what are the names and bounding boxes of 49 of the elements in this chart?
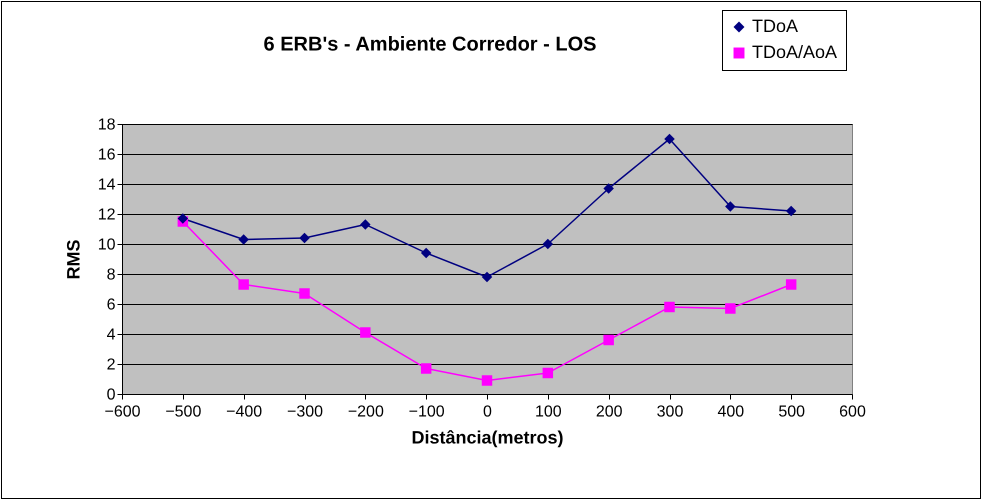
x-tick-label: −300 bbox=[286, 404, 324, 420]
point bbox=[420, 363, 432, 374]
y-tick-label: 8 bbox=[106, 266, 116, 284]
x-tick-label: 400 bbox=[717, 404, 744, 420]
point bbox=[786, 206, 796, 216]
y-tick-label: 18 bbox=[98, 116, 116, 134]
x-tick-label: 300 bbox=[656, 404, 684, 420]
y-tick-label: 0 bbox=[106, 386, 116, 404]
x-tick-label: 200 bbox=[596, 404, 623, 420]
x-tick-label: 0 bbox=[483, 404, 492, 420]
y-tick-label: 2 bbox=[106, 356, 116, 374]
point bbox=[725, 303, 736, 314]
x-tick-label: −100 bbox=[408, 404, 445, 420]
y-tick-label: 6 bbox=[106, 296, 116, 314]
y-tick-label: 14 bbox=[98, 176, 116, 194]
point bbox=[664, 134, 675, 144]
point bbox=[299, 288, 310, 299]
x-axis-title: Distância(metros) bbox=[411, 428, 564, 448]
y-tick-label: 10 bbox=[98, 236, 116, 254]
point bbox=[603, 183, 614, 194]
x-tick-label: −500 bbox=[165, 404, 202, 420]
x-tick-label: −600 bbox=[104, 404, 141, 420]
y-tick-label: 4 bbox=[106, 326, 116, 344]
point bbox=[420, 248, 432, 258]
point bbox=[238, 279, 249, 290]
point bbox=[482, 375, 492, 386]
x-tick-label: 600 bbox=[839, 404, 866, 420]
x-tick-label: −200 bbox=[348, 404, 384, 420]
point bbox=[542, 368, 554, 378]
point bbox=[786, 279, 796, 290]
point bbox=[482, 272, 492, 282]
point bbox=[542, 238, 554, 250]
chart-title: 6 ERB's - Ambiente Corredor - LOS bbox=[264, 34, 596, 56]
point bbox=[178, 213, 188, 224]
point bbox=[238, 234, 249, 245]
point bbox=[299, 232, 310, 244]
y-tick-label: 12 bbox=[98, 206, 116, 224]
x-tick-label: −400 bbox=[226, 404, 262, 420]
point bbox=[664, 302, 675, 312]
y-axis-title: RMS bbox=[64, 240, 84, 280]
point bbox=[360, 219, 371, 230]
legend-label: TDoA/AoA bbox=[752, 42, 838, 62]
x-tick-label: 100 bbox=[534, 404, 562, 420]
point bbox=[603, 334, 614, 346]
x-tick-label: 500 bbox=[778, 404, 806, 420]
point bbox=[725, 201, 736, 212]
point bbox=[360, 327, 371, 338]
legend-label: TDoA bbox=[752, 16, 798, 36]
y-tick-label: 16 bbox=[98, 146, 116, 164]
